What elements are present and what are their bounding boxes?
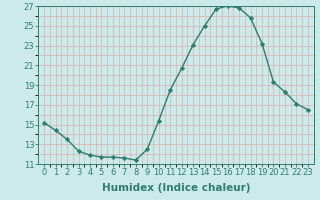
X-axis label: Humidex (Indice chaleur): Humidex (Indice chaleur) [102,183,250,193]
